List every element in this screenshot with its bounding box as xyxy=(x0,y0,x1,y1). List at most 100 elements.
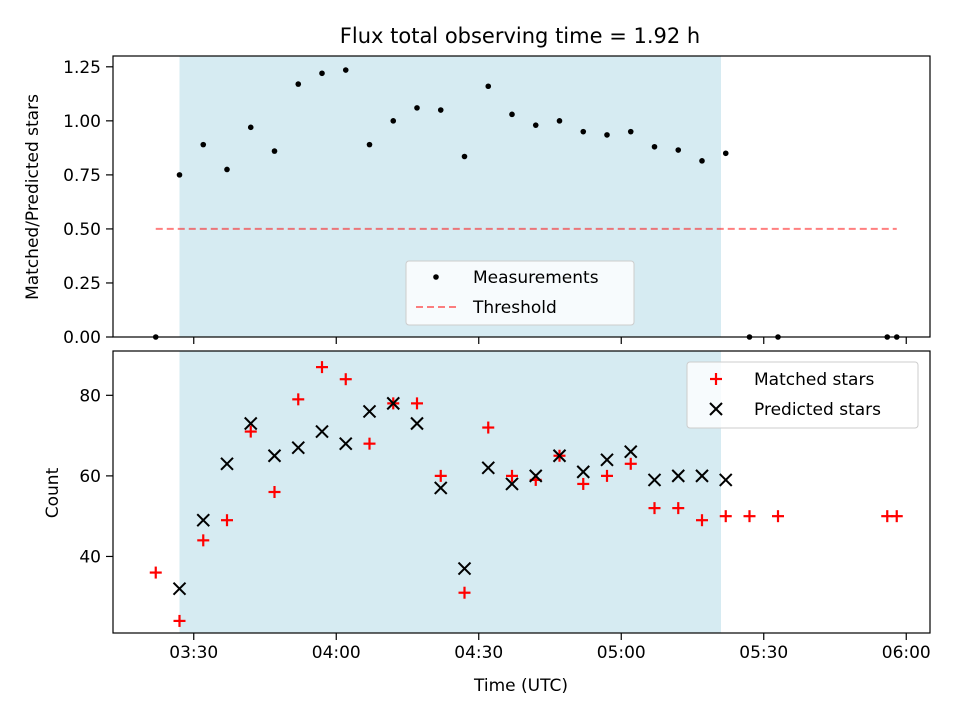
matched-stars-point xyxy=(624,457,637,470)
measurement-point xyxy=(604,132,610,138)
top-legend-box xyxy=(405,260,635,326)
x-tick-label: 03:30 xyxy=(169,643,218,663)
predicted-stars-point xyxy=(362,404,377,419)
measurement-point xyxy=(580,128,587,135)
predicted-stars-point xyxy=(244,416,258,431)
legend-measurements-label: Measurements xyxy=(473,268,599,288)
chart-title: Flux total observing time = 1.92 h xyxy=(340,24,700,48)
predicted-stars-point xyxy=(647,473,662,487)
measurement-point xyxy=(342,67,349,73)
measurement-point xyxy=(224,166,230,173)
matched-stars-point xyxy=(339,373,352,386)
predicted-stars-point xyxy=(576,465,590,479)
predicted-stars-point xyxy=(267,449,282,463)
matched-stars-point xyxy=(197,534,210,547)
predicted-stars-point xyxy=(457,561,472,576)
predicted-stars-point xyxy=(291,440,305,455)
matched-stars-point xyxy=(672,502,685,515)
measurement-point xyxy=(485,83,492,90)
matched-stars-point xyxy=(434,469,447,482)
measurement-point xyxy=(366,141,373,148)
predicted-stars-point xyxy=(529,469,543,483)
predicted-stars-point xyxy=(339,436,353,451)
matched-stars-point xyxy=(890,510,903,523)
measurement-point xyxy=(627,128,634,135)
predicted-stars-point xyxy=(600,453,614,467)
top-panel: 0.00 0.25 0.50 0.75 1.00 1.25 Matched/Predict… xyxy=(23,55,931,348)
measurement-point xyxy=(722,150,729,157)
legend-predicted-marker xyxy=(709,402,723,416)
x-tick-label: 05:30 xyxy=(739,643,788,663)
matched-stars-point xyxy=(506,469,518,482)
predicted-stars-point xyxy=(505,477,519,491)
measurement-point xyxy=(509,111,515,118)
matched-stars-point xyxy=(601,469,613,482)
top-y-axis-label: Matched/Predicted stars xyxy=(23,94,43,300)
top-y-tick-label: 0.25 xyxy=(63,274,101,294)
measurement-point xyxy=(200,141,207,148)
matched-stars-point xyxy=(363,437,376,450)
matched-stars-point xyxy=(482,421,495,434)
matched-stars-point xyxy=(743,510,756,523)
legend-threshold-label: Threshold xyxy=(472,298,557,318)
measurement-point xyxy=(176,172,183,178)
top-y-tick-label: 0.75 xyxy=(63,166,101,186)
matched-stars-point xyxy=(316,361,328,374)
bottom-legend: Matched stars Predicted stars xyxy=(686,361,919,429)
predicted-stars-point xyxy=(481,461,495,475)
x-tick-label: 04:30 xyxy=(454,643,503,663)
matched-stars-point xyxy=(268,486,281,498)
bottom-observing-interval-shade xyxy=(179,351,721,633)
x-tick-label: 06:00 xyxy=(882,643,931,663)
bottom-y-tick-label: 40 xyxy=(79,547,101,567)
legend-measurements-marker xyxy=(433,274,439,280)
top-y-tick-label: 1.25 xyxy=(63,58,101,78)
measurement-point xyxy=(461,153,468,160)
matched-stars-point xyxy=(458,586,471,599)
measurement-point xyxy=(271,148,278,154)
predicted-stars-point xyxy=(410,416,424,431)
bottom-y-tick-label: 80 xyxy=(79,386,101,406)
predicted-stars-point xyxy=(315,424,329,439)
predicted-stars-point xyxy=(386,396,400,411)
top-y-tick-label: 0.50 xyxy=(63,220,101,240)
matched-stars-point xyxy=(221,514,233,527)
measurement-point xyxy=(319,70,325,77)
predicted-stars-point xyxy=(624,445,638,459)
top-axes-frame xyxy=(112,55,931,338)
bottom-y-tick-label: 60 xyxy=(79,467,101,487)
measurement-point xyxy=(532,122,539,128)
measurement-point xyxy=(437,107,444,113)
bottom-panel: 40 60 80 03:30 04:00 04:30 05:00 05:30 06:00 Co… xyxy=(43,350,931,696)
measurement-point xyxy=(414,105,420,111)
measurement-point xyxy=(675,147,682,153)
top-y-tick-label: 1.00 xyxy=(63,112,101,132)
matched-stars-point xyxy=(149,566,162,579)
top-y-tick-label: 0.00 xyxy=(63,328,101,348)
bottom-axes-frame xyxy=(112,350,931,634)
legend-matched-label: Matched stars xyxy=(754,370,874,390)
top-legend: Measurements Threshold xyxy=(405,260,635,326)
matched-stars-point xyxy=(719,510,732,523)
predicted-stars-point xyxy=(434,481,448,495)
bottom-y-axis-label: Count xyxy=(43,467,63,518)
predicted-stars-point xyxy=(719,473,733,487)
matched-stars-point xyxy=(648,502,661,515)
bottom-legend-box xyxy=(686,361,919,429)
measurement-point xyxy=(651,143,658,150)
matched-stars-point xyxy=(411,397,423,410)
predicted-stars-point xyxy=(196,513,210,527)
measurement-point xyxy=(247,124,254,131)
x-axis-label: Time (UTC) xyxy=(473,676,568,696)
matched-stars-point xyxy=(696,514,708,527)
predicted-stars-point xyxy=(671,469,685,483)
matched-stars-point xyxy=(173,614,186,627)
matched-stars-point xyxy=(772,510,784,523)
matched-stars-point xyxy=(577,477,590,490)
matched-stars-point xyxy=(292,393,305,406)
measurement-point xyxy=(699,158,705,164)
matched-stars-point xyxy=(244,425,257,438)
legend-predicted-label: Predicted stars xyxy=(754,400,881,420)
x-tick-label: 04:00 xyxy=(312,643,361,663)
